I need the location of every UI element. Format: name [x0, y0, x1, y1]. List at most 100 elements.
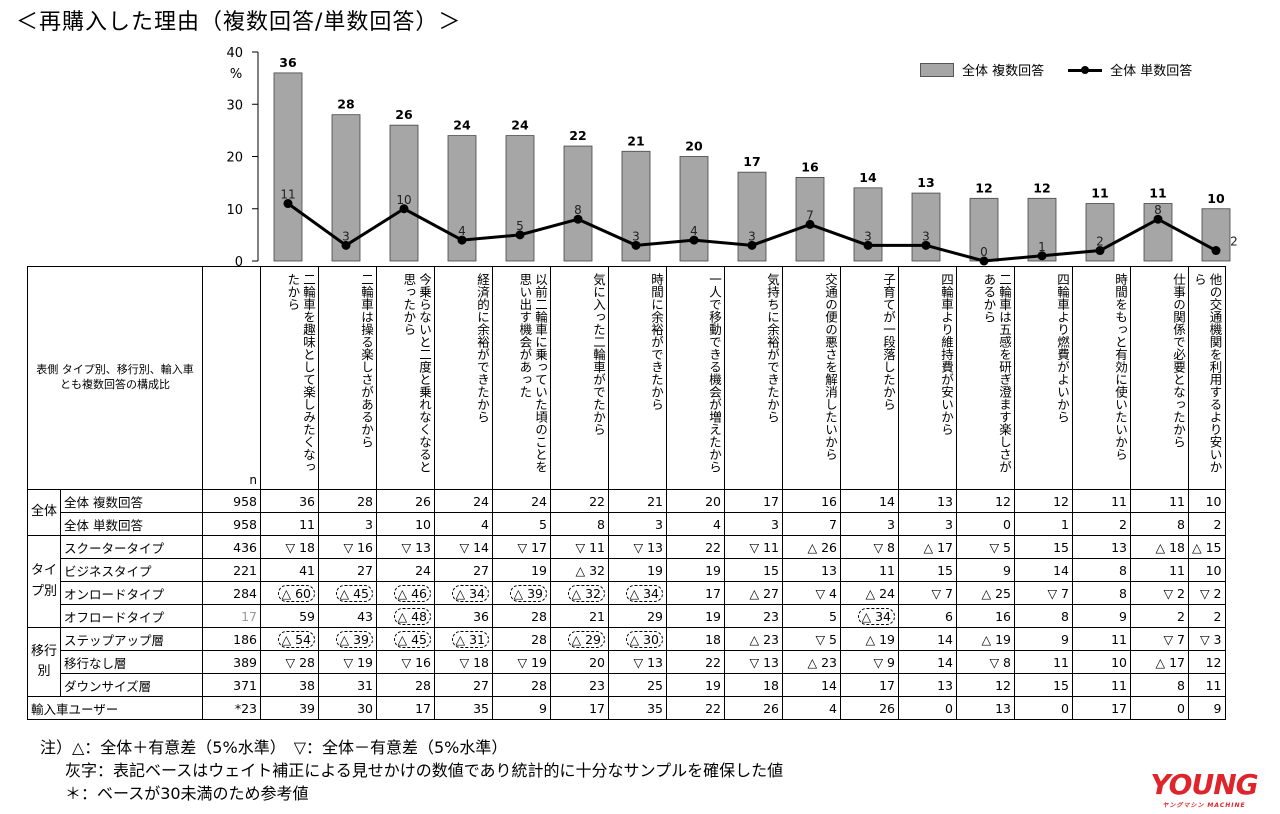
table-cell: 35 [608, 696, 667, 720]
line-data-label: 4 [690, 224, 698, 238]
column-header: 二輪車は操る楽しさがあるから [318, 266, 377, 490]
bar [389, 124, 419, 262]
significance-highlight: △ 29 [567, 630, 605, 648]
table-cell: 36 [260, 489, 319, 513]
footnotes: 注）△：全体＋有意差（5%水準） ▽：全体－有意差（5%水準） 灰字：表記ベース… [40, 736, 783, 805]
table-cell: 13 [956, 696, 1015, 720]
note-significance: 注）△：全体＋有意差（5%水準） ▽：全体－有意差（5%水準） [40, 738, 508, 757]
column-header: 他の交通機関を利用するより安いから [1188, 266, 1226, 490]
table-cell: 11 [1014, 650, 1073, 674]
bar [1027, 197, 1057, 262]
table-cell: 22 [666, 650, 725, 674]
row-label: オンロードタイプ [60, 581, 203, 605]
line-point [1095, 246, 1105, 256]
table-row: 輸入車ユーザー *23 39 30 17 35 9 17 35 22 26 4 26 0 13 0 17 0 9 [27, 696, 1226, 720]
table-cell: 25 [608, 673, 667, 697]
table-cell: 27 [318, 558, 377, 582]
line-data-label: 5 [516, 219, 524, 233]
table-cell: ▽ 9 [840, 650, 899, 674]
table-cell: △ 60 [260, 581, 319, 605]
bar-data-label: 22 [569, 128, 586, 143]
column-header: 以前二輪車に乗っていた頃のことを思い出す機会があった [492, 266, 551, 490]
table-cell: △ 29 [550, 627, 609, 651]
table-cell: 12 [956, 673, 1015, 697]
line-point [805, 219, 815, 229]
brand-logo: YOUNG ヤングマシン MACHINE [1145, 770, 1263, 810]
table-cell: 5 [492, 512, 551, 536]
table-cell: 2 [1188, 604, 1226, 628]
table-cell: △ 34 [840, 604, 899, 628]
table-cell: 36 [434, 604, 493, 628]
row-label: 全体 複数回答 [60, 489, 203, 513]
line-data-label: 8 [574, 203, 582, 217]
y-unit-label: % [230, 67, 242, 82]
bar-data-label: 11 [1149, 186, 1166, 201]
bar-data-label: 16 [801, 159, 819, 174]
column-header: 交通の便の悪さを解消したいから [782, 266, 841, 490]
table-cell: 8 [550, 512, 609, 536]
table-cell: 18 [724, 673, 783, 697]
table-cell: 19 [492, 558, 551, 582]
table-cell: ▽ 7 [1014, 581, 1073, 605]
table-cell: ▽ 18 [434, 650, 493, 674]
column-header: 四輪車より燃費がよいから [1014, 266, 1073, 490]
table-cell: 17 [550, 696, 609, 720]
table-cell: △ 17 [1130, 650, 1189, 674]
table-cell: ▽ 17 [492, 535, 551, 559]
bar [679, 156, 709, 262]
line-data-label: 2 [1096, 235, 1104, 249]
table-cell: ▽ 16 [318, 535, 377, 559]
table-cell: 19 [666, 558, 725, 582]
table-cell: 16 [956, 604, 1015, 628]
table-cell: ▽ 28 [260, 650, 319, 674]
bar-data-label: 14 [859, 170, 877, 185]
table-cell: △ 54 [260, 627, 319, 651]
table-cell: 8 [1072, 581, 1131, 605]
column-header: 仕事の関係で必要となったから [1130, 266, 1189, 490]
table-cell: 41 [260, 558, 319, 582]
row-n: 17 [202, 604, 261, 628]
table-cell: 0 [956, 512, 1015, 536]
table-cell: △ 15 [1188, 535, 1226, 559]
bar-data-label: 12 [975, 180, 992, 195]
table-cell: 15 [1014, 673, 1073, 697]
table-cell: 21 [608, 489, 667, 513]
line-point [689, 235, 699, 245]
row-n: 436 [202, 535, 261, 559]
table-cell: 21 [550, 604, 609, 628]
table-cell: 15 [898, 558, 957, 582]
line-point [921, 240, 931, 250]
bar [795, 176, 825, 262]
legend-bar-label: 全体 複数回答 [962, 64, 1045, 79]
column-header: 二輪車を趣味として楽しみたくなったから [260, 266, 319, 490]
table-cell: 28 [492, 673, 551, 697]
table-cell: 17 [376, 696, 435, 720]
table-cell: 24 [376, 558, 435, 582]
line-data-label: 0 [980, 245, 988, 259]
bar-data-label: 11 [1091, 186, 1108, 201]
column-header: 経済的に余裕ができたから [434, 266, 493, 490]
y-tick-label: 30 [226, 98, 243, 113]
line-data-label: 3 [342, 229, 350, 243]
row-n: 284 [202, 581, 261, 605]
table-cell: △ 34 [434, 581, 493, 605]
table-cell: △ 30 [608, 627, 667, 651]
table-cell: 8 [1130, 512, 1189, 536]
table-cell: 26 [376, 489, 435, 513]
row-label: ステップアップ層 [60, 627, 203, 651]
table-cell: 28 [318, 489, 377, 513]
y-tick-label: 40 [226, 46, 243, 61]
table-cell: 2 [1188, 512, 1226, 536]
row-n: 221 [202, 558, 261, 582]
table-cell: 11 [1072, 673, 1131, 697]
table-cell: 11 [1188, 673, 1226, 697]
table-row: 移行なし層 389 ▽ 28 ▽ 19 ▽ 16 ▽ 18 ▽ 19 20 ▽ 13 22 ▽ 13… [28, 650, 1226, 674]
y-tick-label: 0 [235, 255, 243, 268]
table-cell: 59 [260, 604, 319, 628]
table-cell: 39 [260, 696, 319, 720]
bar-data-label: 13 [917, 175, 934, 190]
line-point [979, 256, 989, 266]
significance-highlight: △ 45 [393, 630, 431, 648]
bar [853, 187, 883, 262]
